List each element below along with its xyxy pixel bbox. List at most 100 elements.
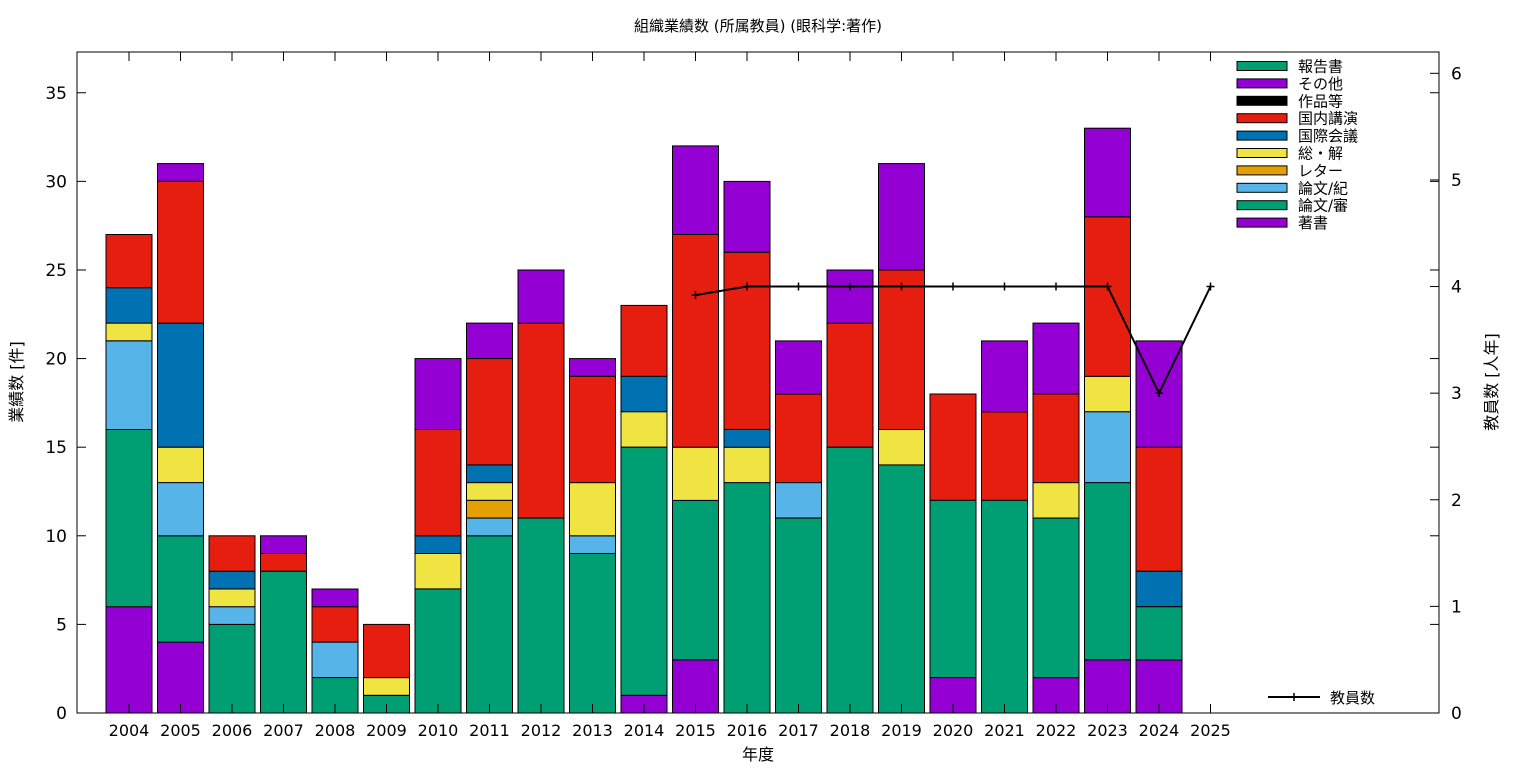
- bar-segment-2011-s4: [466, 482, 513, 501]
- bar-segment-2017-s1: [775, 517, 822, 714]
- legend-swatch-8: [1236, 200, 1288, 211]
- bar-segment-2006-s1: [208, 623, 256, 714]
- bars-group: [105, 127, 1183, 714]
- staff-count-point-2019: [897, 282, 906, 291]
- bar-segment-2022-s8: [1032, 322, 1080, 395]
- bar-segment-2004-s5: [105, 287, 153, 324]
- bar-segment-2008-s6: [311, 606, 359, 643]
- bar-segment-2005-s0: [157, 641, 204, 714]
- x-tick-label: 2023: [1087, 721, 1128, 740]
- legend-label-7: 論文/紀: [1298, 179, 1348, 197]
- bar-segment-2004-s6: [105, 234, 153, 289]
- bar-segment-2023-s4: [1084, 375, 1131, 413]
- bar-segment-2022-s1: [1032, 517, 1080, 679]
- staff-count-point-2022: [1052, 282, 1060, 291]
- legend-label-8: 論文/審: [1298, 197, 1348, 215]
- y-tick-label: 30: [45, 172, 67, 192]
- legend-swatch-2: [1236, 95, 1288, 106]
- y-tick-label: 5: [56, 615, 67, 635]
- bar-segment-2015-s1: [672, 499, 719, 661]
- y-tick-label: 15: [45, 438, 67, 458]
- y-axis: 0 5 10 15 20 25 30 35: [45, 84, 1439, 724]
- y2-tick-label: 1: [1451, 597, 1462, 617]
- bar-segment-2016-s1: [723, 482, 771, 714]
- bar-segment-2007-s6: [260, 553, 307, 572]
- staff-count-point-2021: [1000, 282, 1009, 291]
- bar-segment-2010-s4: [414, 553, 462, 590]
- bar-segment-2006-s4: [208, 588, 256, 608]
- x-tick-label: 2024: [1139, 721, 1180, 740]
- staff-count-point-2018: [846, 282, 854, 291]
- bar-segment-2011-s1: [466, 535, 513, 714]
- legend-label-6: レター: [1298, 162, 1343, 180]
- bar-segment-2016-s4: [723, 446, 771, 484]
- bar-segment-2005-s8: [157, 163, 204, 182]
- bar-segment-2017-s6: [775, 393, 822, 484]
- bar-segment-2023-s8: [1084, 127, 1131, 218]
- bar-segment-2021-s6: [981, 411, 1028, 501]
- bar-segment-2019-s1: [878, 464, 925, 714]
- bar-segment-2018-s8: [826, 269, 874, 324]
- y-tick-label: 20: [45, 350, 67, 370]
- bar-segment-2021-s1: [981, 499, 1028, 714]
- y2-axis: 0 1 2 3 4 5 6: [1430, 64, 1462, 724]
- bar-segment-2010-s5: [414, 535, 462, 554]
- x-tick-label: 2008: [315, 721, 356, 740]
- bar-segment-2013-s6: [569, 375, 616, 484]
- plot-frame: [76, 51, 1440, 714]
- y2-tick-label: 5: [1451, 171, 1462, 191]
- bar-segment-2015-s8: [672, 145, 719, 235]
- y2-tick-label: 2: [1451, 491, 1462, 511]
- legend-label-3: 国内講演: [1298, 110, 1358, 128]
- bar-segment-2005-s2: [157, 482, 204, 537]
- x-tick-label: 2012: [521, 721, 562, 740]
- bar-segment-2014-s6: [620, 304, 668, 377]
- legend-line-label: 教員数: [1330, 689, 1375, 707]
- y2-tick-label: 4: [1451, 278, 1462, 298]
- legend-label-2: 作品等: [1298, 92, 1343, 110]
- y-tick-label: 35: [45, 84, 67, 104]
- bar-segment-2005-s4: [157, 446, 204, 484]
- y-tick-label: 25: [45, 261, 67, 281]
- y2-axis-label: 教員数 [人年]: [1482, 333, 1501, 431]
- bar-segment-2004-s4: [105, 322, 153, 342]
- bar-segment-2011-s3: [466, 499, 513, 519]
- y2-tick-label: 6: [1451, 64, 1462, 84]
- bar-segment-2014-s1: [620, 446, 668, 696]
- bar-segment-2006-s2: [208, 606, 256, 625]
- x-tick-label: 2021: [984, 721, 1025, 740]
- x-tick-label: 2014: [624, 721, 665, 740]
- x-tick-label: 2005: [160, 721, 201, 740]
- bar-segment-2012-s1: [517, 517, 565, 714]
- bar-segment-2020-s1: [929, 499, 977, 678]
- legend-label-0: 報告書: [1298, 58, 1343, 76]
- x-tick-label: 2007: [263, 721, 304, 740]
- bar-segment-2006-s5: [208, 570, 256, 590]
- legend-swatch-4: [1236, 130, 1288, 141]
- bar-segment-2023-s2: [1084, 411, 1131, 484]
- x-tick-label: 2013: [572, 721, 613, 740]
- bar-segment-2011-s8: [466, 322, 513, 360]
- bar-segment-2017-s2: [775, 482, 822, 519]
- bar-segment-2008-s2: [311, 641, 359, 678]
- legend-swatch-3: [1236, 113, 1288, 124]
- legend-swatch-7: [1236, 182, 1288, 193]
- x-tick-label: 2025: [1190, 721, 1231, 740]
- bar-segment-2023-s1: [1084, 482, 1131, 661]
- y-tick-label: 10: [45, 527, 67, 547]
- bar-segment-2017-s8: [775, 340, 822, 395]
- bar-segment-2019-s4: [878, 429, 925, 466]
- legend-label-1: その他: [1298, 75, 1343, 93]
- bar-segment-2004-s2: [105, 340, 153, 430]
- legend-swatch-9: [1236, 217, 1288, 228]
- bar-segment-2007-s1: [260, 570, 307, 714]
- bar-segment-2009-s4: [363, 677, 410, 696]
- y-axis-label: 業績数 [件]: [7, 341, 26, 423]
- bar-segment-2022-s6: [1032, 393, 1080, 484]
- bar-segment-2014-s5: [620, 375, 668, 413]
- x-tick-label: 2010: [418, 721, 459, 740]
- bar-segment-2019-s8: [878, 163, 925, 271]
- bar-segment-2008-s8: [311, 588, 359, 608]
